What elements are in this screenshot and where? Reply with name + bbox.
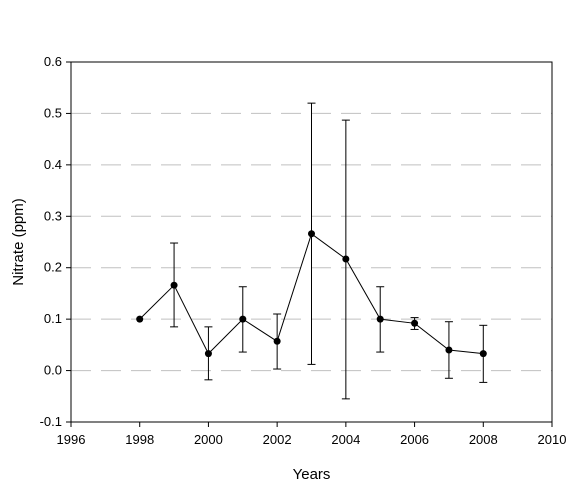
error-bar-layer [170, 102, 488, 400]
data-point [170, 281, 178, 289]
y-tick-label: 0.2 [44, 260, 62, 275]
data-point [411, 319, 419, 327]
y-tick-label: 0.1 [44, 311, 62, 326]
data-point [376, 315, 384, 323]
y-tick-label: 0.4 [44, 157, 62, 172]
data-point [239, 315, 247, 323]
data-point [136, 315, 144, 323]
x-tick-label: 2008 [469, 432, 498, 447]
x-tick-label: 1996 [57, 432, 86, 447]
x-tick-label: 2002 [263, 432, 292, 447]
data-point [342, 255, 350, 263]
x-tick-label: 2006 [400, 432, 429, 447]
y-tick-label: 0.5 [44, 105, 62, 120]
data-point [273, 337, 281, 345]
x-tick-label: 2004 [331, 432, 360, 447]
plot-frame [70, 61, 553, 423]
x-axis-label: Years [293, 466, 331, 483]
y-tick-label: 0.0 [44, 363, 62, 378]
y-tick-label: -0.1 [40, 414, 62, 429]
tick-layer: -0.1 0.0 0.1 0.2 0.3 0.4 0.5 0.6 1996 1998 2000 200… [40, 54, 567, 447]
point-layer [136, 230, 487, 358]
x-tick-label: 2000 [194, 432, 223, 447]
x-tick-label: 2010 [538, 432, 567, 447]
data-point [204, 350, 212, 358]
x-tick-label: 1998 [125, 432, 154, 447]
y-axis-label: Nitrate (ppm) [10, 198, 27, 286]
data-point [479, 350, 487, 358]
y-tick-label: 0.6 [44, 54, 62, 69]
data-point [308, 230, 315, 238]
data-point [445, 346, 453, 354]
y-tick-label: 0.3 [44, 208, 62, 223]
